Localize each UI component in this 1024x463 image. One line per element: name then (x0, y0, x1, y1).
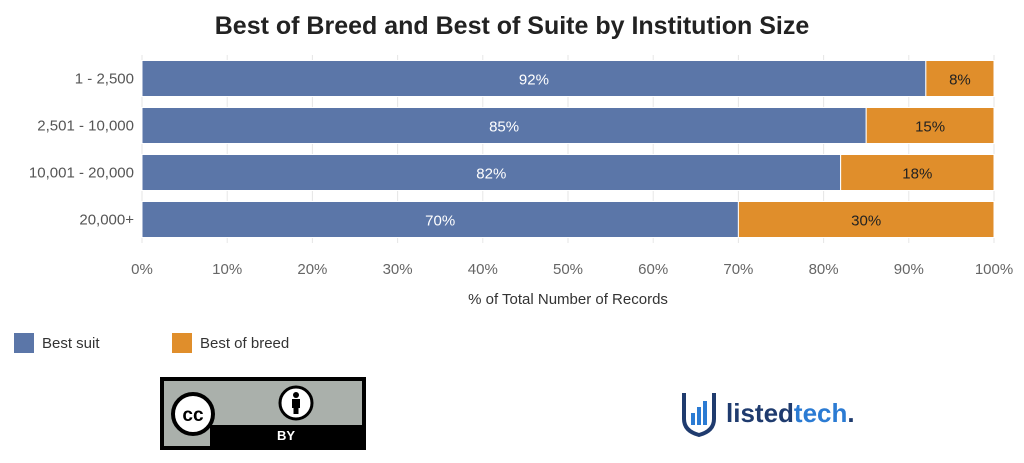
x-tick-label: 50% (553, 261, 583, 278)
bar-best-suit (141, 201, 739, 238)
y-category-label: 10,001 - 20,000 (29, 165, 134, 182)
listedtech-logo: listedtech. (680, 388, 855, 438)
y-category-label: 1 - 2,500 (75, 71, 134, 88)
data-label: 15% (915, 119, 945, 136)
x-tick-label: 100% (975, 261, 1013, 278)
data-label: 30% (851, 213, 881, 230)
x-tick-label: 40% (468, 261, 498, 278)
data-label: 8% (949, 72, 971, 89)
bar-best-of-breed (840, 154, 995, 191)
person-icon (278, 385, 314, 421)
y-category-label: 20,000+ (79, 212, 134, 229)
x-tick-label: 10% (212, 261, 242, 278)
chart-title: Best of Breed and Best of Suite by Insti… (214, 12, 810, 40)
x-tick-label: 60% (638, 261, 668, 278)
data-label: 18% (902, 166, 932, 183)
bar-best-of-breed (865, 107, 995, 144)
cc-icon: cc (171, 392, 215, 436)
bar-best-of-breed (737, 201, 995, 238)
x-tick-label: 20% (297, 261, 327, 278)
x-tick-label: 70% (723, 261, 753, 278)
x-tick-label: 30% (383, 261, 413, 278)
x-tick-label: 90% (894, 261, 924, 278)
bar-best-suit (141, 107, 867, 144)
legend-swatch-best-suit (14, 333, 34, 353)
listedtech-logo-icon (682, 393, 716, 437)
cc-by-badge: cc BY (160, 377, 366, 450)
svg-text:cc: cc (182, 405, 204, 426)
data-label: 85% (489, 119, 519, 136)
x-tick-label: 80% (809, 261, 839, 278)
chart-plot: 0% 10% 20% 30% 40% 50% 60% 70% 80% 90% 100% % of To… (29, 55, 1013, 308)
legend-item-best-of-breed: Best of breed (172, 332, 289, 354)
data-label: 70% (425, 213, 455, 230)
cc-by-label: BY (276, 428, 296, 443)
data-label: 92% (519, 72, 549, 89)
legend-swatch-best-of-breed (172, 333, 192, 353)
data-label: 82% (476, 166, 506, 183)
y-category-label: 2,501 - 10,000 (37, 118, 134, 135)
bar-best-of-breed (925, 60, 995, 97)
legend-label-best-suit: Best suit (42, 334, 100, 352)
legend-item-best-suit: Best suit (14, 332, 100, 354)
x-tick-label: 0% (131, 261, 153, 278)
logo-wordmark: listedtech. (726, 397, 855, 428)
legend-label-best-of-breed: Best of breed (200, 334, 290, 352)
x-axis-title: % of Total Number of Records (468, 291, 668, 308)
